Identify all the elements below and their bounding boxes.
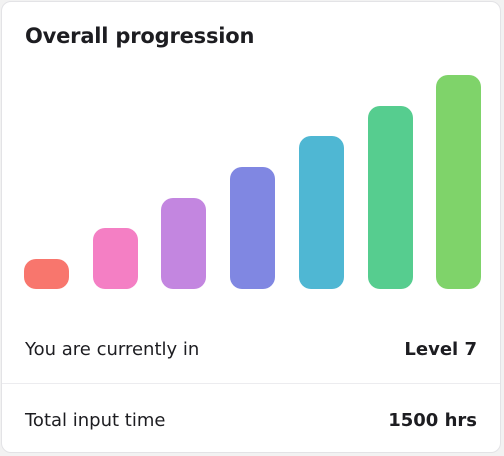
level-bar-4 [230, 167, 276, 289]
card-title: Overall progression [25, 24, 255, 48]
input-time-row: Total input time 1500 hrs [25, 406, 477, 434]
current-level-row: You are currently in Level 7 [25, 335, 477, 363]
current-level-value: Level 7 [404, 338, 477, 360]
level-bar-6 [367, 105, 413, 289]
level-bar-3 [161, 197, 207, 289]
level-bar-5 [298, 136, 344, 289]
level-bar-7 [436, 75, 482, 289]
level-bar-2 [92, 228, 138, 289]
current-level-label: You are currently in [25, 338, 200, 360]
input-time-label: Total input time [25, 409, 166, 431]
level-bar-1 [24, 259, 69, 289]
row-divider [2, 383, 500, 384]
input-time-value: 1500 hrs [388, 409, 477, 431]
level-progress-chart [2, 2, 500, 302]
